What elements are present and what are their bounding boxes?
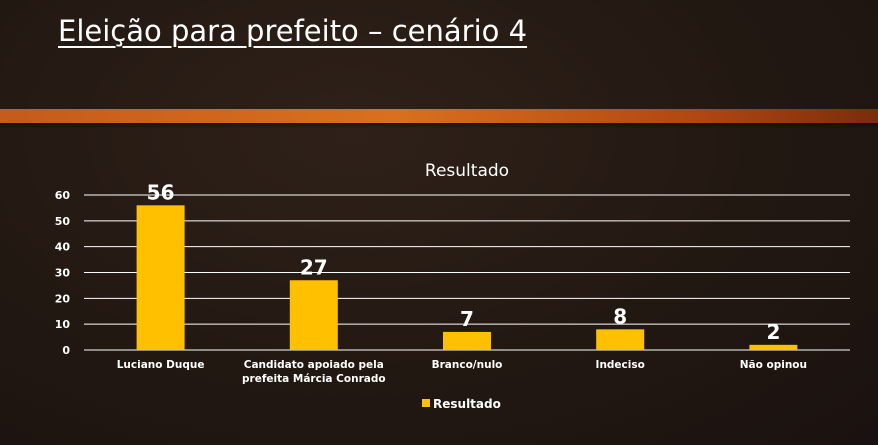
y-tick-label: 40 [55, 241, 71, 254]
data-label: 27 [300, 255, 328, 279]
accent-band [0, 109, 878, 123]
legend-swatch [422, 399, 430, 407]
accent-band-shadow [0, 123, 878, 129]
x-tick-label-line: Não opinou [740, 359, 807, 371]
x-tick-label: Candidato apoiado pela prefeita Márcia Co… [242, 359, 386, 385]
bar [289, 280, 338, 350]
y-tick-label: 50 [55, 215, 71, 228]
bar [596, 329, 645, 350]
x-tick-label-line: prefeita Márcia Conrado [242, 373, 386, 385]
y-tick-label: 60 [55, 189, 71, 202]
data-label: 2 [766, 320, 780, 344]
data-label: 7 [460, 307, 474, 331]
x-tick-label-line: Luciano Duque [117, 359, 205, 371]
data-label: 8 [613, 304, 627, 328]
y-tick-label: 10 [55, 318, 71, 331]
y-axis-ticks: 0 10 20 30 40 50 60 [55, 189, 71, 357]
bar [443, 331, 491, 350]
x-tick-label-line: Branco/nulo [432, 359, 503, 371]
x-tick-label: Indeciso [596, 359, 645, 371]
legend-label: Resultado [433, 397, 501, 411]
slide-title: Eleição para prefeito – cenário 4 [58, 14, 528, 48]
x-tick-label: Branco/nulo [432, 359, 503, 371]
x-tick-label-line: Candidato apoiado pela [244, 359, 384, 371]
legend: Resultado [422, 397, 501, 411]
y-tick-label: 30 [55, 267, 71, 280]
chart-title: Resultado [425, 161, 509, 181]
bar [749, 344, 798, 350]
x-tick-label: Não opinou [740, 359, 807, 371]
x-tick-label-line: Indeciso [596, 359, 645, 371]
data-label: 56 [147, 180, 175, 204]
data-labels: 56 27 7 8 2 [147, 180, 781, 344]
y-tick-label: 0 [62, 344, 70, 357]
y-tick-label: 20 [55, 292, 71, 305]
bars [136, 205, 798, 350]
x-tick-label: Luciano Duque [117, 359, 205, 371]
bar [136, 205, 185, 350]
x-axis-labels: Luciano Duque Candidato apoiado pela prefe… [117, 359, 807, 385]
